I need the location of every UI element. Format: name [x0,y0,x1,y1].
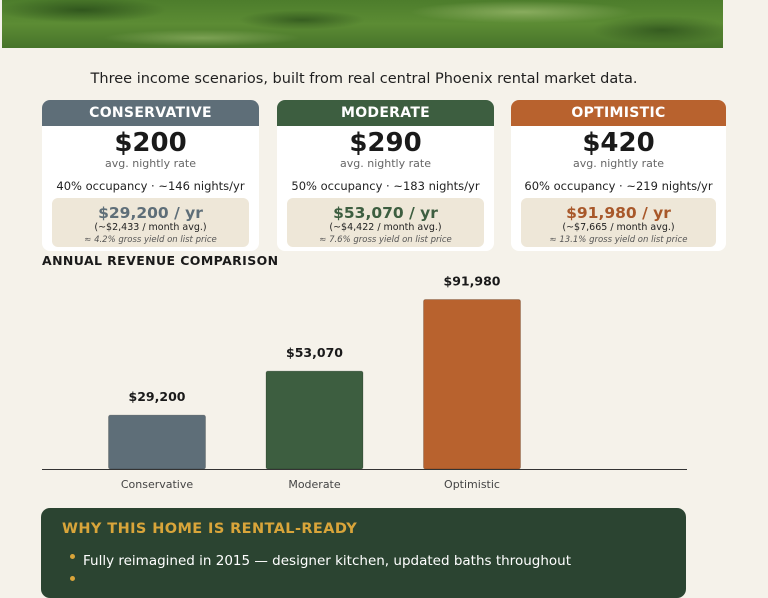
nightly-rate-label: avg. nightly rate [573,157,664,170]
list-item [61,572,571,594]
bar-value-label: $91,980 [444,273,501,288]
scenario-header: MODERATE [277,100,494,126]
hero-lawn-photo [2,0,723,48]
bar-value-label: $29,200 [129,389,186,404]
annual-revenue: $29,200 / yr [98,204,203,222]
nightly-rate-label: avg. nightly rate [105,157,196,170]
scenario-card-moderate: MODERATE $290 avg. nightly rate 50% occu… [277,100,494,251]
bullet-icon [70,576,75,581]
nightly-rate: $420 [582,128,655,158]
scenario-card-conservative: CONSERVATIVE $200 avg. nightly rate 40% … [42,100,259,251]
bar-value-label: $53,070 [286,345,343,360]
nightly-rate: $290 [349,128,422,158]
bar-conservative [108,414,206,470]
gross-yield: ≈ 4.2% gross yield on list price [84,235,217,245]
chart-title: ANNUAL REVENUE COMPARISON [42,253,279,268]
nightly-rate: $200 [114,128,187,158]
revenue-box: $53,070 / yr (~$4,422 / month avg.) ≈ 7.… [287,198,484,247]
category-tick-label: Moderate [288,478,341,491]
bullet-icon [70,554,75,559]
bar-moderate [265,370,364,470]
annual-revenue: $91,980 / yr [566,204,671,222]
nightly-rate-label: avg. nightly rate [340,157,431,170]
bar-optimistic [423,298,521,470]
monthly-revenue: (~$2,433 / month avg.) [94,222,207,233]
gross-yield: ≈ 13.1% gross yield on list price [549,235,688,245]
category-tick-label: Optimistic [444,478,500,491]
monthly-revenue: (~$4,422 / month avg.) [329,222,442,233]
list-item: Fully reimagined in 2015 — designer kitc… [61,550,571,572]
occupancy-text: 50% occupancy · ~183 nights/yr [291,179,480,193]
list-item-text: Fully reimagined in 2015 — designer kitc… [83,553,571,569]
gross-yield: ≈ 7.6% gross yield on list price [319,235,452,245]
annual-revenue: $53,070 / yr [333,204,438,222]
monthly-revenue: (~$7,665 / month avg.) [562,222,675,233]
intro-text: Three income scenarios, built from real … [90,71,638,87]
category-tick-label: Conservative [121,478,194,491]
rental-ready-title: WHY THIS HOME IS RENTAL-READY [62,521,358,537]
occupancy-text: 60% occupancy · ~219 nights/yr [524,179,713,193]
rental-ready-panel: WHY THIS HOME IS RENTAL-READY Fully reim… [41,508,686,598]
scenario-card-optimistic: OPTIMISTIC $420 avg. nightly rate 60% oc… [511,100,726,251]
revenue-bar-chart: $29,200 Conservative $53,070 Moderate $91,98… [42,273,687,491]
scenario-header: OPTIMISTIC [511,100,726,126]
occupancy-text: 40% occupancy · ~146 nights/yr [56,179,245,193]
revenue-box: $29,200 / yr (~$2,433 / month avg.) ≈ 4.… [52,198,249,247]
rental-ready-list: Fully reimagined in 2015 — designer kitc… [61,550,571,594]
scenario-header: CONSERVATIVE [42,100,259,126]
revenue-box: $91,980 / yr (~$7,665 / month avg.) ≈ 13… [521,198,716,247]
